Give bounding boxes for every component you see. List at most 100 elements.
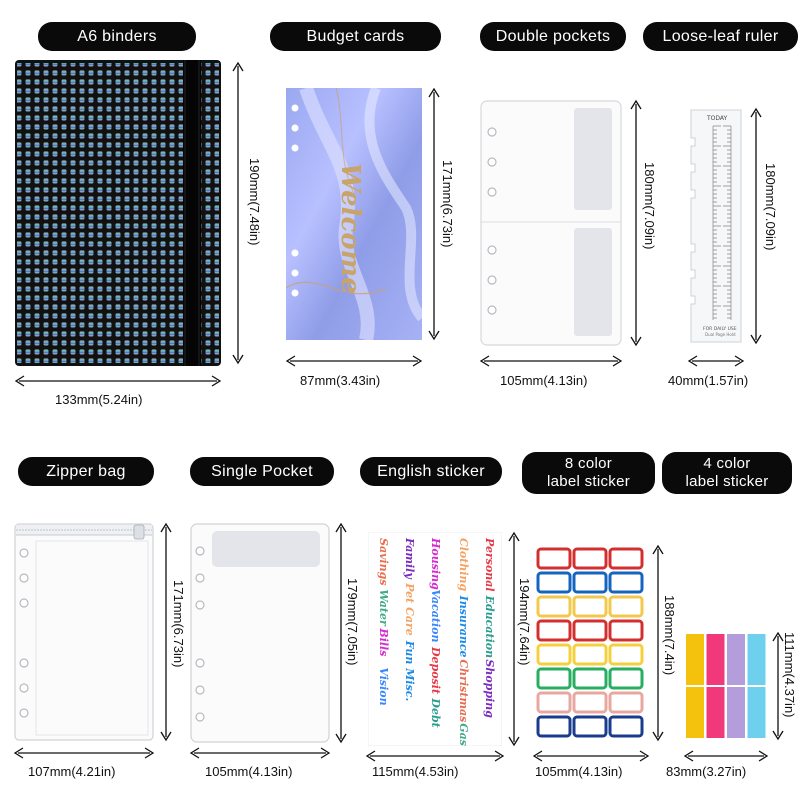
- ruler-top-text: TODAY: [706, 115, 728, 122]
- sticker-word: Fun Misc.: [403, 640, 416, 702]
- ruler-image: TODAY FOR DAILY USE Dual Page Hold: [690, 109, 742, 343]
- card-height-arrow: [428, 87, 440, 341]
- english-height-arrow: [508, 531, 520, 747]
- sticker-word: Debt: [429, 697, 442, 727]
- double-height-label: 180mm(7.09in): [642, 162, 657, 250]
- label-sticker: [572, 619, 608, 642]
- four-height-label: 111mm(4.37in): [782, 632, 797, 718]
- color-tab: [686, 634, 704, 685]
- zipper-height-label: 171mm(6.73in): [171, 580, 186, 668]
- binder-width-label: 133mm(5.24in): [55, 392, 143, 407]
- color-tab: [706, 687, 725, 738]
- label-sticker: [572, 595, 608, 618]
- single-height-arrow: [335, 522, 347, 744]
- a6-binder-image: [15, 60, 221, 366]
- four-height-arrow: [772, 631, 784, 741]
- sticker-word: Clothing: [457, 538, 470, 592]
- label-sticker: [572, 691, 608, 714]
- sticker-word: Vacation: [429, 589, 442, 642]
- ruler-width-arrow: [687, 355, 745, 367]
- label-loose-leaf-ruler: Loose-leaf ruler: [643, 22, 798, 51]
- label-sticker: [536, 619, 572, 642]
- english-width-arrow: [365, 750, 505, 762]
- eight-height-arrow: [652, 544, 664, 742]
- binder-width-arrow: [14, 375, 222, 387]
- four-width-label: 83mm(3.27in): [666, 764, 747, 779]
- sticker-word: Water: [377, 589, 390, 627]
- label-sticker: [572, 643, 608, 666]
- sticker-word: Shopping: [483, 659, 496, 718]
- zipper-pull-icon: [133, 524, 145, 540]
- label-8-color-sticker: 8 color label sticker: [522, 452, 655, 494]
- color-tab: [747, 687, 766, 738]
- single-width-label: 105mm(4.13in): [205, 764, 293, 779]
- eight-height-label: 188mm(7.4in): [662, 595, 677, 676]
- label-sticker: [572, 667, 608, 690]
- color-tab: [727, 687, 745, 738]
- label-sticker: [608, 643, 644, 666]
- label-a6-binders: A6 binders: [38, 22, 196, 51]
- eight-width-arrow: [532, 750, 650, 762]
- label-sticker: [608, 619, 644, 642]
- color-tab: [727, 634, 745, 685]
- label-sticker: [572, 715, 608, 738]
- sticker-word: Gas: [457, 723, 470, 746]
- english-width-label: 115mm(4.53in): [372, 764, 459, 779]
- label-sticker: [572, 571, 608, 594]
- card-script-text: Welcome: [335, 163, 365, 294]
- budget-card-image: Welcome: [286, 88, 422, 340]
- binder-height-label: 190mm(7.48in): [247, 158, 262, 246]
- label-budget-cards: Budget cards: [270, 22, 441, 51]
- ruler-bottom-text-1: FOR DAILY USE: [703, 326, 737, 332]
- label-sticker: [536, 571, 572, 594]
- sticker-word: Pet Care: [403, 582, 416, 636]
- label-zipper-bag: Zipper bag: [18, 457, 154, 486]
- english-height-label: 194mm(7.64in): [517, 578, 532, 666]
- label-sticker: [608, 691, 644, 714]
- label-double-pockets: Double pockets: [480, 22, 626, 51]
- label-sticker: [608, 715, 644, 738]
- sticker-word: Vision: [377, 667, 390, 705]
- zipper-bag-image: [14, 523, 154, 741]
- label-single-pocket: Single Pocket: [190, 457, 334, 486]
- eight-width-label: 105mm(4.13in): [535, 764, 623, 779]
- card-width-label: 87mm(3.43in): [300, 373, 381, 388]
- sticker-word: Savings: [377, 538, 390, 586]
- card-height-label: 171mm(6.73in): [440, 160, 455, 248]
- four-color-sticker-image: [684, 632, 768, 740]
- sticker-word: Deposit: [429, 646, 442, 694]
- double-width-arrow: [479, 355, 623, 367]
- single-pocket-image: [190, 523, 330, 743]
- label-sticker: [536, 691, 572, 714]
- single-height-label: 179mm(7.05in): [345, 578, 360, 666]
- sticker-word: Housing: [429, 537, 442, 590]
- elastic-band-icon: [183, 60, 201, 366]
- ruler-width-label: 40mm(1.57in): [668, 373, 749, 388]
- label-sticker: [536, 667, 572, 690]
- double-pocket-image: [480, 100, 622, 346]
- label-sticker: [572, 547, 608, 570]
- label-sticker: [608, 667, 644, 690]
- card-width-arrow: [285, 355, 423, 367]
- color-tab: [706, 634, 725, 685]
- four-width-arrow: [683, 750, 769, 762]
- label-sticker: [536, 643, 572, 666]
- label-sticker: [608, 571, 644, 594]
- double-width-label: 105mm(4.13in): [500, 373, 588, 388]
- double-height-arrow: [630, 99, 642, 347]
- label-sticker: [608, 595, 644, 618]
- ruler-height-label: 180mm(7.09in): [763, 163, 778, 251]
- binder-height-arrow: [232, 61, 244, 365]
- ruler-height-arrow: [750, 107, 762, 345]
- single-width-arrow: [189, 747, 331, 759]
- label-sticker: [536, 595, 572, 618]
- sticker-word: Personal: [483, 537, 496, 592]
- label-sticker: [536, 547, 572, 570]
- ruler-bottom-text-2: Dual Page Hold: [705, 332, 736, 337]
- sticker-word: Christmas: [457, 659, 470, 722]
- label-sticker: [536, 715, 572, 738]
- eight-color-sticker-image: [535, 545, 647, 741]
- label-4-color-sticker: 4 color label sticker: [662, 452, 792, 494]
- zipper-width-label: 107mm(4.21in): [28, 764, 116, 779]
